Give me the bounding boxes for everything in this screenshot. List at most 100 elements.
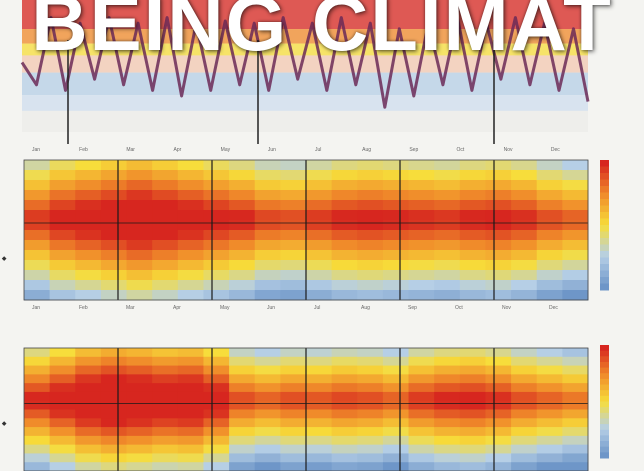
heatmap-cell [49, 400, 76, 410]
heatmap-cell [382, 200, 410, 211]
heatmap-cell [24, 435, 51, 446]
heatmap-cell [459, 348, 486, 358]
heatmap-cell [177, 260, 204, 271]
heatmap-cell [75, 400, 102, 410]
heatmap-cell [485, 260, 512, 271]
heatmap-cell [100, 290, 128, 301]
heatmap-cell [100, 250, 128, 261]
heatmap-cell [357, 383, 384, 393]
x-tick-label: Jul [314, 305, 320, 311]
heatmap-cell [254, 453, 281, 463]
heatmap-cell [536, 200, 563, 211]
heatmap-cell [382, 270, 410, 281]
heatmap-cell [511, 374, 538, 384]
heatmap-cell [331, 220, 358, 231]
heatmap-cell [357, 462, 384, 471]
heatmap-cell [203, 220, 230, 231]
heatmap-cell [331, 383, 358, 393]
heatmap-cell [75, 374, 102, 384]
heatmap-cell [408, 400, 435, 410]
heatmap-cell [306, 453, 333, 463]
heatmap-cell [357, 427, 384, 437]
heatmap-cell [536, 348, 563, 358]
heatmap-cell [536, 250, 563, 261]
colorbar-segment [600, 205, 609, 213]
heatmap-cell [280, 391, 307, 402]
heatmap-cell [152, 210, 179, 221]
heatmap-cell [49, 250, 76, 261]
colorbar-segment [600, 407, 609, 414]
heatmap-cell [49, 230, 76, 241]
heatmap-cell [100, 190, 128, 201]
heatmap-cell [382, 290, 410, 301]
heatmap-cell [49, 170, 76, 181]
x-tick-label: Dec [551, 147, 560, 153]
heatmap-cell [382, 383, 410, 393]
heatmap-cell [126, 400, 153, 410]
heatmap-cell [229, 290, 256, 301]
heatmap-cell [229, 356, 256, 367]
heatmap-cell [562, 418, 589, 428]
heatmap-cell [75, 290, 102, 301]
heatmap-cell [408, 356, 435, 367]
heatmap-cell [459, 270, 486, 281]
heatmap-cell [562, 280, 589, 291]
heatmap-cell [75, 210, 102, 221]
heatmap-cell [331, 200, 358, 211]
heatmap-cell [408, 383, 435, 393]
heatmap-cell [306, 160, 333, 171]
heatmap-cell [357, 190, 384, 201]
heatmap-cell [485, 190, 512, 201]
heatmap-cell [177, 400, 204, 410]
heatmap-cell [511, 230, 538, 241]
heatmap-cell [511, 250, 538, 261]
heatmap-cell [511, 160, 538, 171]
heatmap-cell [49, 190, 76, 201]
x-tick-label: Nov [502, 305, 511, 311]
heatmap-cell [485, 180, 512, 191]
heatmap-cell [49, 356, 76, 367]
heatmap-cell [382, 427, 410, 437]
heatmap-cell [331, 170, 358, 181]
heatmap-cell [203, 427, 230, 437]
heatmap-cell [280, 220, 307, 231]
heatmap-cell [434, 435, 461, 446]
heatmap-cell [177, 427, 204, 437]
heatmap-cell [511, 200, 538, 211]
heatmap-cell [229, 180, 256, 191]
colorbar-segment [600, 452, 609, 459]
heatmap-cell [254, 435, 281, 446]
heatmap-cell [306, 374, 333, 384]
heatmap-cell [562, 462, 589, 471]
heatmap-cell [152, 220, 179, 231]
heatmap-cell [408, 418, 435, 428]
heatmap-cell [485, 365, 512, 375]
heatmap-cell [331, 290, 358, 301]
heatmap-cell [357, 356, 384, 367]
heatmap-cell [280, 170, 307, 181]
heatmap-cell [382, 180, 410, 191]
heatmap-cell [254, 444, 281, 454]
heatmap-cell [485, 240, 512, 251]
heatmap-cell [331, 210, 358, 221]
heatmap-cell [485, 462, 512, 471]
heatmap-cell [382, 365, 410, 375]
colorbar-segment [600, 361, 609, 369]
heatmap-cell [382, 230, 410, 241]
heatmap-cell [254, 230, 281, 241]
heatmap-cell [382, 170, 410, 181]
heatmap-cell [408, 365, 435, 375]
heatmap-cell [24, 462, 51, 471]
x-tick-label: May [220, 305, 230, 311]
heatmap-cell [100, 210, 128, 221]
heatmap-cell [408, 180, 435, 191]
heatmap-cell [357, 435, 384, 446]
heatmap-cell [126, 453, 153, 463]
heatmap-cell [382, 190, 410, 201]
heatmap-cell [562, 374, 589, 384]
heatmap-cell [434, 444, 461, 454]
heatmap-cell [24, 220, 51, 231]
heatmap-cell [177, 409, 204, 419]
colorbar-segment [600, 435, 609, 442]
heatmap-cell [152, 444, 179, 454]
